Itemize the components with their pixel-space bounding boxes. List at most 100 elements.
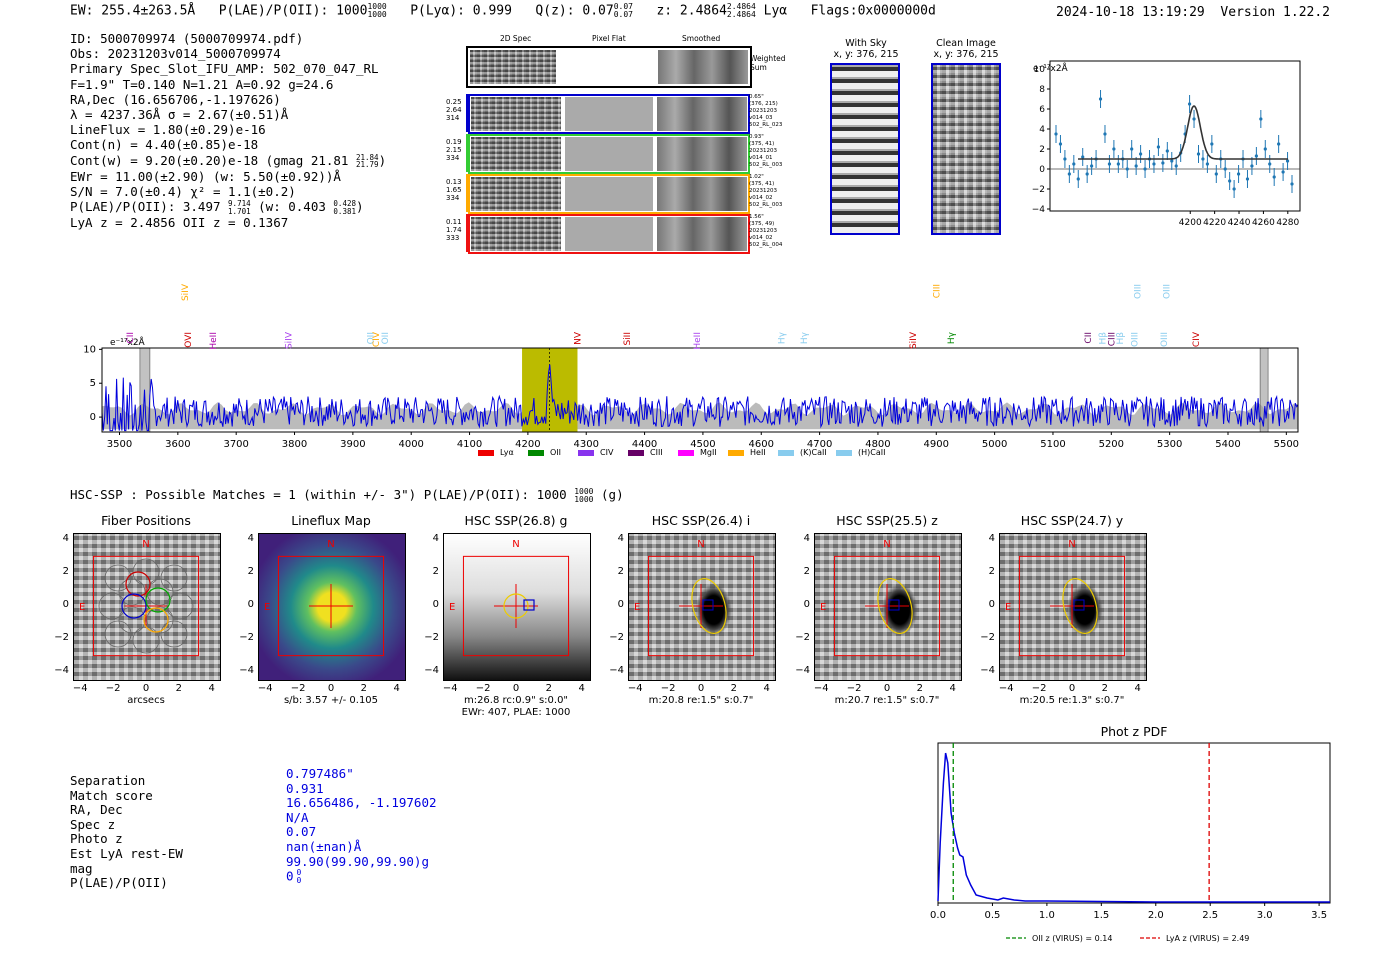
hsc-ytick-label: −4 (54, 664, 69, 676)
cutout-row-2-meta: 0.93" (375, 41) 20231203 v014_01 502_RL_003 (749, 134, 782, 169)
clean-image-xy: x, y: 376, 215 (933, 49, 999, 60)
match-value: 0.797486" (286, 766, 437, 782)
zoom-ytick-label: 0 (1039, 165, 1045, 175)
hsc-source-ellipse (1062, 578, 1098, 634)
fiber-circle-green (145, 587, 171, 613)
zoom-data-point (1210, 142, 1214, 146)
spectrum-xtick-label: 5300 (1157, 439, 1182, 450)
zoom-ytick-label: −4 (1032, 205, 1046, 215)
hsc-panel-overlay: NE (449, 539, 570, 657)
hsc-panel-overlay: NE (1005, 539, 1126, 657)
zoom-ytick-label: 10 (1034, 65, 1046, 75)
photz-xtick-label: 3.0 (1257, 910, 1273, 921)
photz-xtick-label: 2.5 (1202, 910, 1218, 921)
cutout-meta: 1.02" (749, 174, 764, 180)
spectrum-line-label: SiIV (181, 283, 191, 301)
hsc-xtick-label: 2 (1101, 683, 1109, 694)
match-labels: Separation Match score RA, Dec Spec z Photo … (70, 773, 183, 891)
legend-label: CIII (650, 448, 663, 457)
zoom-data-point (1161, 161, 1165, 165)
hsc-ytick-label: 2 (247, 566, 254, 578)
info-ewr: EWr = 11.00(±2.90) (w: 5.50(±0.92))Å (70, 168, 341, 184)
hsc-north-label: N (327, 539, 334, 550)
fiber-circle (146, 606, 174, 634)
zoom-ytick-label: 2 (1039, 145, 1045, 155)
spectrum-legend: Lyα OII CIV CIII MgII HeII (K)CaII (H)CaII (478, 448, 938, 460)
col-smoothed: Smoothed (682, 34, 721, 43)
cutout-value: 334 (446, 194, 460, 202)
hsc-panel-caption-2: EWr: 407, PLAE: 1000 (461, 707, 571, 718)
zoom-xtick-label: 4200 (1179, 218, 1202, 228)
match-value: 0.931 (286, 781, 437, 797)
hsc-ytick-label: −2 (609, 631, 624, 643)
match-label: mag (70, 860, 93, 876)
fiber-circle (166, 592, 194, 620)
hsc-ytick-label: −4 (795, 664, 810, 676)
cutout-2d-image (471, 217, 561, 251)
info-plae: P(LAE)/P(OII): 3.497 9.714 1.701 (w: 0.40… (70, 199, 364, 216)
cutout-meta: v014_03 (749, 115, 773, 121)
info-lineflux: LineFlux = 1.80(±0.29)e-16 (70, 122, 266, 138)
hsc-summary-text: HSC-SSP : Possible Matches = 1 (within +… (70, 487, 567, 502)
clean-image (931, 63, 1001, 235)
zoom-data-point (1259, 117, 1263, 121)
zoom-data-point (1165, 149, 1169, 153)
cutout-meta: (375, 41) (749, 181, 775, 187)
info-plae-sup2: 0.428 (333, 199, 356, 209)
zoom-data-point (1054, 132, 1058, 136)
hsc-xtick-label: −4 (72, 683, 88, 694)
hsc-north-label: N (1068, 539, 1075, 550)
clean-image-title: Clean Image (936, 38, 996, 49)
header-plae: P(LAE)/P(OII): 1000 (218, 3, 368, 19)
spectrum-ytick-label: 5 (90, 378, 96, 389)
zoom-data-point (1201, 157, 1205, 161)
header-bar: EW: 255.4±263.5Å P(LAE)/P(OII): 10001000… (70, 3, 936, 19)
photz-plot: 0.0 0.5 1.0 1.5 2.0 2.5 3.0 3.5 OII z (VIRUS) = … (930, 742, 1331, 943)
spectrum-xtick-label: 5200 (1099, 439, 1124, 450)
legend-swatch (578, 450, 594, 456)
hsc-east-label: E (634, 602, 640, 613)
match-value-text: 0 (286, 868, 294, 884)
hsc-panel-title: HSC SSP(26.8) g (464, 513, 568, 528)
match-value-text: 0.797486" (286, 766, 354, 781)
cutout-meta: 0.65" (749, 94, 764, 100)
zoom-data-point (1112, 147, 1116, 151)
spectrum-xtick-label: 3500 (107, 439, 132, 450)
cutout-smoothed-image (657, 177, 747, 211)
hsc-aperture-box (277, 555, 385, 657)
zoom-data-point (1214, 172, 1218, 176)
match-plae-sub: 0 (296, 876, 302, 886)
zoom-data-point (1268, 162, 1272, 166)
hsc-panel-caption: s/b: 3.57 +/- 0.105 (283, 695, 379, 706)
zoom-data-point (1081, 155, 1085, 159)
spectrum-xtick-label: 4900 (924, 439, 949, 450)
hsc-ytick-label: −2 (980, 631, 995, 643)
header-ew: EW: 255.4±263.5Å (70, 3, 196, 19)
cutout-value: 0.19 (446, 138, 462, 146)
cutout-flat-image (565, 217, 653, 251)
zoom-xtick-label: 4260 (1252, 218, 1275, 228)
cutout-meta: 502_RL_004 (749, 242, 783, 248)
zoom-data-point (1236, 172, 1241, 176)
photz-xtick-label: 2.0 (1148, 910, 1164, 921)
cutout-row-4-colorbar (466, 214, 469, 252)
zoom-data-point (1232, 187, 1236, 191)
fiber-circle (118, 606, 146, 634)
hsc-panel-caption: m:20.8 re:1.5" s:0.7" (648, 695, 754, 706)
cutout-row-3-colorbar (466, 174, 469, 212)
hsc-summary: HSC-SSP : Possible Matches = 1 (within +… (70, 487, 624, 504)
match-label: Spec z (70, 816, 116, 832)
zoom-data-point (1250, 164, 1254, 168)
with-sky-title: With Sky (845, 38, 887, 49)
header-right: 2024-10-18 13:19:29 Version 1.22.2 (1056, 5, 1330, 20)
header-z-sub: 2.4864 (726, 10, 756, 19)
spectrum-line-label: CII (126, 332, 136, 344)
header-qz-sup: 0.07 (613, 2, 633, 11)
zoom-data-point (1263, 147, 1267, 151)
zoom-data-point (1125, 167, 1129, 171)
spectrum-line-label: CII (1084, 332, 1094, 344)
zoom-data-point (1103, 132, 1107, 136)
hsc-xtick-label: −4 (813, 683, 829, 694)
legend-swatch (678, 450, 694, 456)
cutout-meta: (376, 215) (749, 101, 778, 107)
